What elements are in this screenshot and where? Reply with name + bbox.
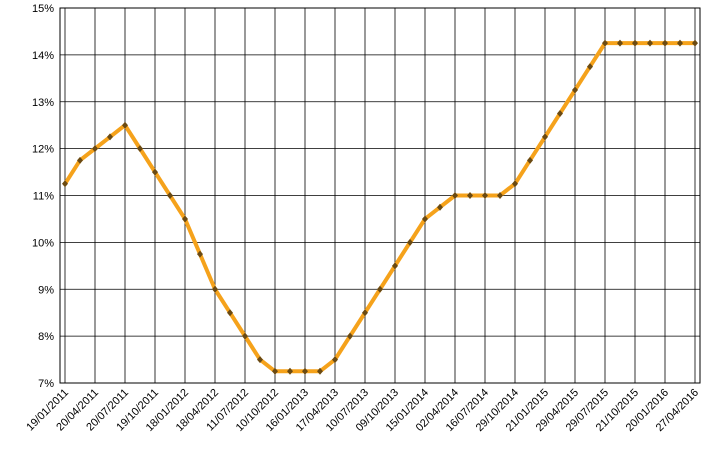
- data-marker: [107, 133, 113, 141]
- data-marker: [662, 39, 668, 47]
- y-tick-label: 15%: [32, 3, 54, 15]
- data-marker: [122, 121, 128, 129]
- y-tick-label: 10%: [32, 237, 54, 249]
- data-marker: [272, 367, 278, 375]
- data-marker: [527, 156, 533, 164]
- y-tick-label: 12%: [32, 144, 54, 156]
- data-marker: [617, 39, 623, 47]
- data-marker: [77, 156, 83, 164]
- data-marker: [557, 109, 563, 117]
- data-marker: [587, 63, 593, 71]
- data-marker: [137, 145, 143, 153]
- data-marker: [542, 133, 548, 141]
- y-tick-label: 11%: [33, 191, 54, 203]
- data-marker: [347, 332, 353, 340]
- data-marker: [422, 215, 428, 223]
- data-marker: [632, 39, 638, 47]
- data-marker: [572, 86, 578, 94]
- data-marker: [167, 192, 173, 199]
- data-marker: [92, 145, 98, 153]
- data-marker: [692, 39, 698, 47]
- y-tick-label: 14%: [32, 50, 54, 62]
- data-marker: [317, 367, 323, 375]
- data-marker: [377, 285, 383, 293]
- data-marker: [482, 192, 488, 199]
- data-marker: [182, 215, 188, 223]
- y-tick-label: 7%: [38, 378, 54, 390]
- data-marker: [152, 168, 158, 176]
- y-tick-label: 9%: [38, 284, 54, 296]
- data-marker: [512, 180, 518, 188]
- data-marker: [362, 309, 368, 317]
- data-marker: [467, 192, 473, 199]
- data-marker: [407, 238, 413, 246]
- data-marker: [452, 192, 458, 199]
- data-marker: [242, 332, 248, 340]
- data-marker: [392, 262, 398, 270]
- data-marker: [212, 285, 218, 293]
- data-marker: [257, 356, 263, 364]
- data-marker: [602, 39, 608, 47]
- data-marker: [497, 192, 503, 199]
- data-marker: [62, 180, 68, 188]
- data-marker: [332, 356, 338, 364]
- data-marker: [197, 250, 203, 258]
- data-marker: [287, 367, 293, 375]
- data-marker: [437, 203, 443, 211]
- data-marker: [647, 39, 653, 47]
- data-marker: [227, 309, 233, 317]
- y-tick-label: 8%: [38, 331, 54, 343]
- data-marker: [677, 39, 683, 47]
- y-tick-label: 13%: [32, 97, 54, 109]
- data-marker: [302, 367, 308, 375]
